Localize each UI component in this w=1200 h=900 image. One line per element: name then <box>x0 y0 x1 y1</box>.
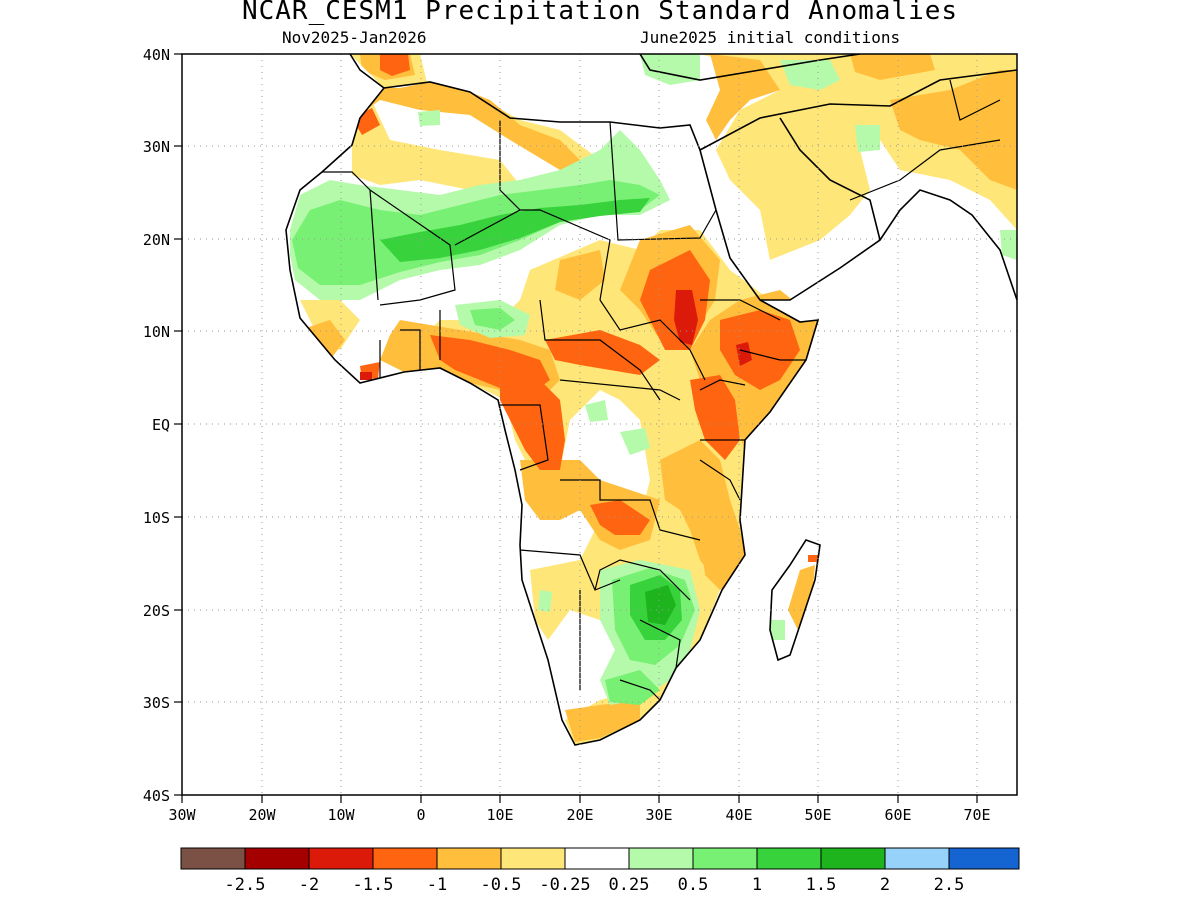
legend-label: -2.5 <box>225 875 266 895</box>
lat-label: 40N <box>143 46 170 64</box>
legend-swatch <box>820 847 886 870</box>
lat-label: EQ <box>152 416 170 434</box>
legend-labels: -2.5 -2 -1.5 -1 -0.5 -0.25 0.25 0.5 1 1.… <box>225 875 965 895</box>
legend-label: 0.5 <box>678 875 709 895</box>
legend-swatch <box>884 847 950 870</box>
legend-label: 1.5 <box>806 875 837 895</box>
legend-swatch <box>308 847 374 870</box>
lon-label: 30E <box>645 806 672 824</box>
latitude-labels: 40N 30N 20N 10N EQ 10S 20S 30S 40S <box>143 46 170 805</box>
lat-label: 10N <box>143 323 170 341</box>
lon-label: 50E <box>804 806 831 824</box>
legend-label: 2 <box>880 875 890 895</box>
legend-label: -0.5 <box>481 875 522 895</box>
legend-swatch <box>500 847 566 870</box>
legend-swatch <box>244 847 310 870</box>
lat-label: 40S <box>143 787 170 805</box>
lon-label: 60E <box>884 806 911 824</box>
forecast-period: Nov2025-Jan2026 <box>282 28 427 47</box>
lat-label: 20S <box>143 602 170 620</box>
legend-swatch <box>948 847 1020 870</box>
legend-label: -1 <box>427 875 447 895</box>
legend-label: 2.5 <box>934 875 965 895</box>
legend-swatch <box>692 847 758 870</box>
lat-label: 10S <box>143 509 170 527</box>
lon-label: 70E <box>963 806 990 824</box>
lon-label: 10W <box>327 806 355 824</box>
initial-conditions: June2025 initial conditions <box>640 28 901 47</box>
coastlines <box>285 54 1017 746</box>
country-borders <box>322 79 1001 701</box>
anomaly-shading <box>290 54 1017 745</box>
lon-label: 30W <box>168 806 196 824</box>
lon-label: 20W <box>248 806 276 824</box>
lat-label: 30S <box>143 694 170 712</box>
legend-swatch <box>372 847 438 870</box>
legend-swatch <box>436 847 502 870</box>
color-legend <box>180 847 1020 870</box>
legend-label: -2 <box>299 875 319 895</box>
legend-label: 1 <box>752 875 762 895</box>
legend-swatch <box>628 847 694 870</box>
lon-label: 10E <box>486 806 513 824</box>
legend-label: -0.25 <box>539 875 590 895</box>
lon-label: 0 <box>416 806 425 824</box>
lon-label: 40E <box>725 806 752 824</box>
longitude-labels: 30W 20W 10W 0 10E 20E 30E 40E 50E 60E 70… <box>168 806 990 824</box>
legend-label: -1.5 <box>353 875 394 895</box>
lat-label: 20N <box>143 231 170 249</box>
lat-label: 30N <box>143 138 170 156</box>
tick-marks <box>174 53 978 803</box>
lon-label: 20E <box>566 806 593 824</box>
legend-swatch <box>756 847 822 870</box>
map-title: NCAR_CESM1 Precipitation Standard Anomal… <box>241 0 959 26</box>
legend-label: 0.25 <box>609 875 650 895</box>
legend-swatch <box>180 847 246 870</box>
legend-swatch <box>564 847 630 870</box>
